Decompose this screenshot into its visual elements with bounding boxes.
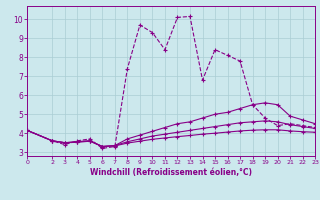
X-axis label: Windchill (Refroidissement éolien,°C): Windchill (Refroidissement éolien,°C) [90,168,252,177]
